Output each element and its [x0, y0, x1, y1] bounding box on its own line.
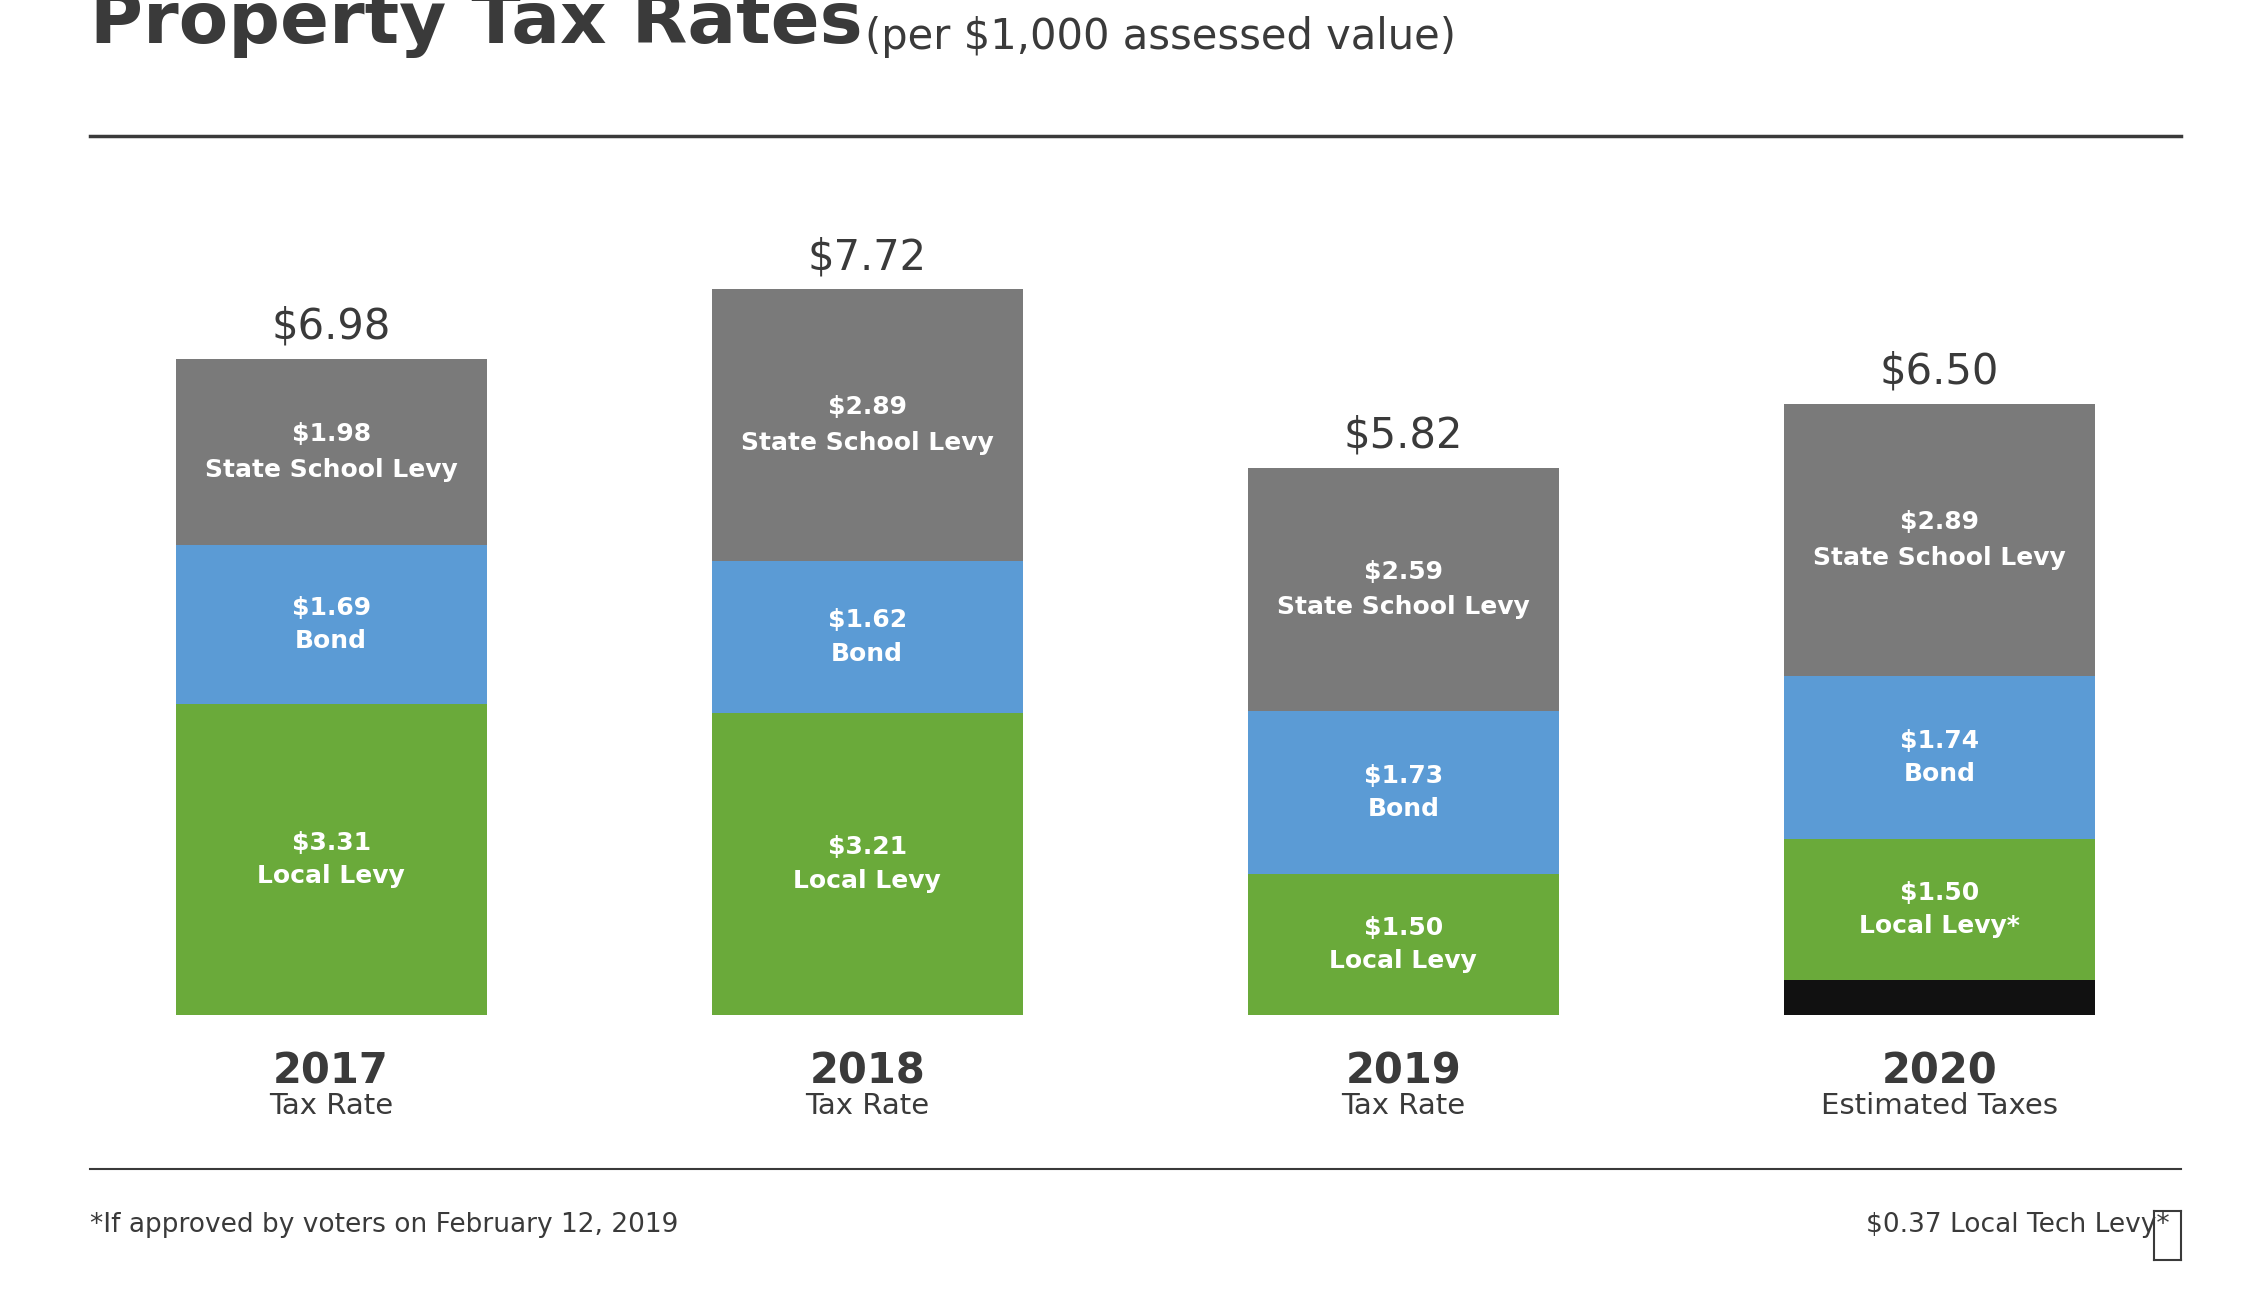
- Text: Tax Rate: Tax Rate: [805, 1092, 928, 1120]
- Text: $1.50
Local Levy: $1.50 Local Levy: [1329, 916, 1477, 973]
- Text: $2.89
State School Levy: $2.89 State School Levy: [742, 395, 994, 455]
- Text: $6.50: $6.50: [1879, 350, 1998, 393]
- Bar: [713, 289, 1023, 561]
- Text: Estimated Taxes: Estimated Taxes: [1821, 1092, 2057, 1120]
- Bar: [175, 359, 486, 545]
- Text: $2.89
State School Levy: $2.89 State School Levy: [1812, 510, 2066, 570]
- Bar: [175, 545, 486, 704]
- Bar: [713, 561, 1023, 713]
- Bar: [1785, 676, 2095, 839]
- Text: *If approved by voters on February 12, 2019: *If approved by voters on February 12, 2…: [90, 1212, 679, 1238]
- Text: 2020: 2020: [1882, 1050, 1996, 1093]
- Text: $1.73
Bond: $1.73 Bond: [1365, 764, 1443, 822]
- Bar: [1248, 468, 1558, 712]
- Text: 2018: 2018: [809, 1050, 926, 1093]
- Text: $1.69
Bond: $1.69 Bond: [292, 596, 371, 654]
- Bar: [713, 713, 1023, 1014]
- Bar: [1248, 873, 1558, 1014]
- Text: 2017: 2017: [274, 1050, 389, 1093]
- Bar: [175, 704, 486, 1014]
- Text: $1.74
Bond: $1.74 Bond: [1900, 729, 1978, 786]
- Text: Tax Rate: Tax Rate: [270, 1092, 393, 1120]
- Text: $3.21
Local Levy: $3.21 Local Levy: [794, 835, 942, 893]
- Text: $1.62
Bond: $1.62 Bond: [827, 609, 906, 665]
- Text: $5.82: $5.82: [1344, 415, 1463, 456]
- Text: Tax Rate: Tax Rate: [1342, 1092, 1466, 1120]
- Text: $1.50
Local Levy*: $1.50 Local Levy*: [1859, 881, 2019, 938]
- Text: $1.98
State School Levy: $1.98 State School Levy: [205, 422, 459, 482]
- Bar: [1785, 981, 2095, 1014]
- Bar: [1785, 404, 2095, 676]
- Text: $6.98: $6.98: [272, 306, 391, 348]
- Text: $7.72: $7.72: [807, 236, 926, 278]
- Bar: [1248, 712, 1558, 873]
- Text: $3.31
Local Levy: $3.31 Local Levy: [256, 831, 405, 888]
- Text: 2019: 2019: [1344, 1050, 1461, 1093]
- Text: $2.59
State School Levy: $2.59 State School Levy: [1277, 559, 1529, 619]
- Text: (per $1,000 assessed value): (per $1,000 assessed value): [865, 16, 1457, 58]
- Bar: [1785, 839, 2095, 981]
- Text: Property Tax Rates: Property Tax Rates: [90, 0, 863, 58]
- Text: $0.37 Local Tech Levy*: $0.37 Local Tech Levy*: [1866, 1212, 2169, 1238]
